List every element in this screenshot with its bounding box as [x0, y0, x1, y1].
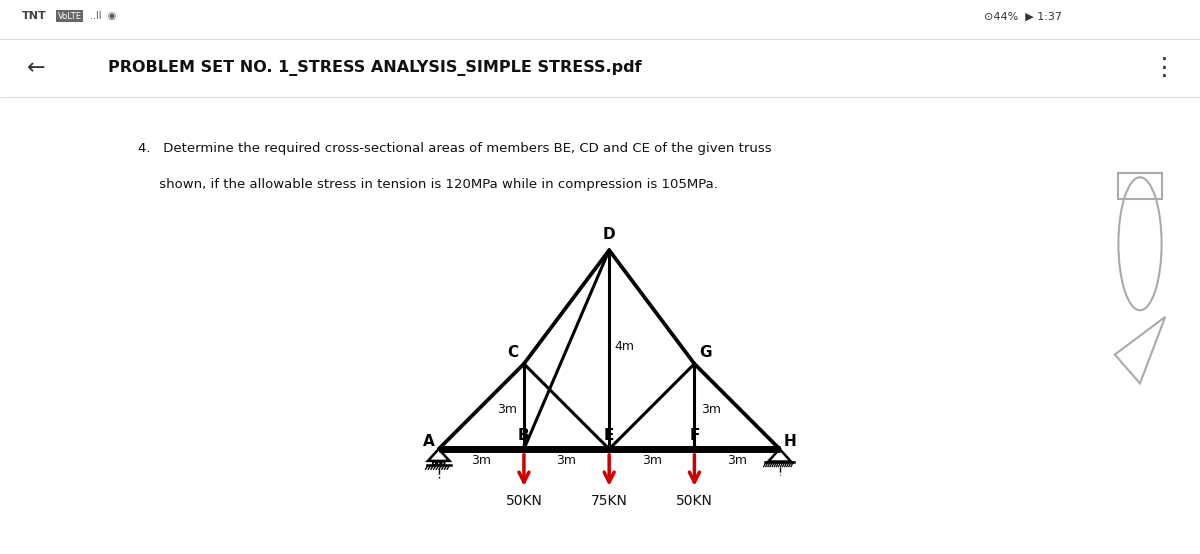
Text: shown, if the allowable stress in tension is 120MPa while in compression is 105M: shown, if the allowable stress in tensio… [138, 178, 718, 191]
Text: 3m: 3m [472, 454, 491, 468]
Text: 3m: 3m [642, 454, 661, 468]
Text: 3m: 3m [497, 403, 517, 416]
Text: VoLTE: VoLTE [58, 12, 82, 20]
Text: 50KN: 50KN [676, 495, 713, 509]
Text: ..ll  ◉: ..ll ◉ [90, 11, 116, 21]
Text: E: E [604, 428, 614, 443]
Text: 4.   Determine the required cross-sectional areas of members BE, CD and CE of th: 4. Determine the required cross-sectiona… [138, 142, 772, 155]
Text: B: B [518, 428, 529, 443]
Text: 3m: 3m [557, 454, 576, 468]
Text: H: H [784, 434, 797, 449]
Text: 3m: 3m [702, 403, 721, 416]
FancyBboxPatch shape [300, 101, 444, 124]
Text: ⊙44%  ▶ 1:37: ⊙44% ▶ 1:37 [984, 11, 1062, 21]
Text: PROBLEM SET NO. 1_STRESS ANALYSIS_SIMPLE STRESS.pdf: PROBLEM SET NO. 1_STRESS ANALYSIS_SIMPLE… [108, 60, 642, 76]
Text: 75KN: 75KN [590, 495, 628, 509]
Text: G: G [698, 345, 712, 360]
Text: 4m: 4m [614, 340, 635, 353]
Text: ⋮: ⋮ [1152, 56, 1176, 80]
Bar [1118, 173, 1162, 199]
Text: D: D [602, 227, 616, 242]
Text: 3m: 3m [727, 454, 748, 468]
Text: F: F [689, 428, 700, 443]
Text: C: C [508, 345, 518, 360]
Text: ←: ← [26, 58, 46, 78]
Text: A: A [422, 434, 434, 449]
Text: TNT: TNT [22, 11, 47, 21]
Text: 50KN: 50KN [505, 495, 542, 509]
